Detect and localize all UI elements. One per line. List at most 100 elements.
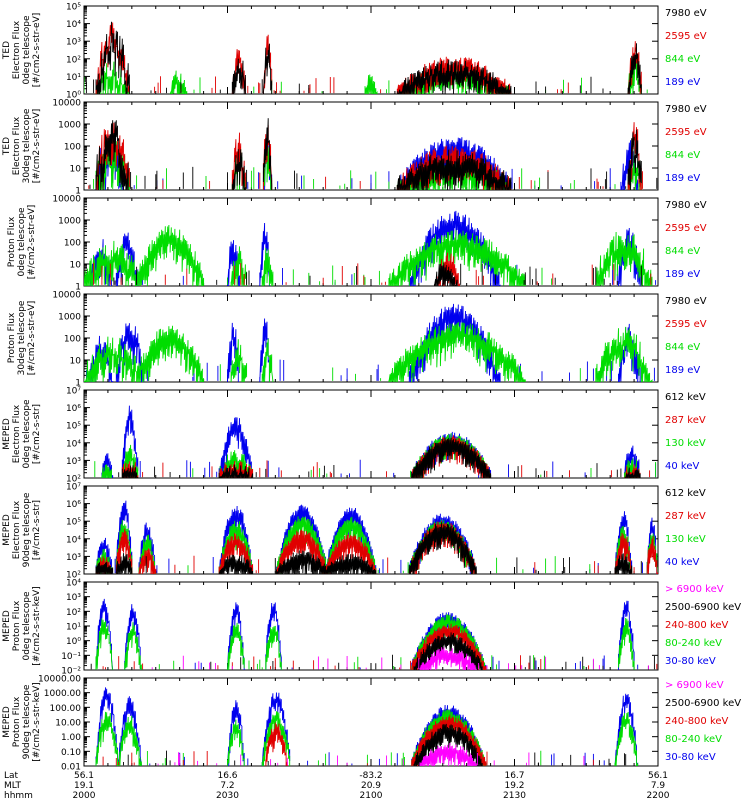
panel-5-ytick-label: 10² xyxy=(66,475,81,485)
x-tick-lat-label: 56.1 xyxy=(648,771,668,781)
panel-6-series-4 xyxy=(95,522,642,574)
panel-5-ytick-label: 10⁴ xyxy=(66,439,81,449)
panel-3-ytick-label: 1000 xyxy=(58,217,81,227)
x-tick-mlt-label: 7.2 xyxy=(220,781,234,791)
panel-5-legend-item: 40 keV xyxy=(665,461,699,472)
panel-4-legend-item: 844 eV xyxy=(665,342,700,353)
panel-4-ytick-label: 10000 xyxy=(52,291,81,301)
panel-4-ylabel: 30deg telescope xyxy=(17,300,27,375)
panel-6-ytick-label: 10³ xyxy=(66,553,81,563)
panel-8-ytick-label: 0.01 xyxy=(61,763,81,773)
panel-2-ytick-label: 1 xyxy=(75,187,81,197)
panel-1-ytick-label: 10⁵ xyxy=(66,3,81,13)
panel-4-ytick-label: 1 xyxy=(75,379,81,389)
panel-6-ylabel: 90deg telescope xyxy=(22,492,32,567)
panel-6-ytick-label: 10⁵ xyxy=(66,518,81,528)
panel-1-ylabel: 0deg telescope xyxy=(22,15,32,85)
panel-1-ytick-label: 10² xyxy=(66,55,81,65)
panel-7-ytick-label: 10⁴ xyxy=(66,579,81,589)
panel-5-legend-item: 612 keV xyxy=(665,392,706,403)
footer-label-lat: Lat xyxy=(4,771,19,781)
panel-2-legend-item: 7980 eV xyxy=(665,104,707,115)
panel-2-legend-item: 189 eV xyxy=(665,173,700,184)
panel-5-ylabel: [#/cm2-s-str] xyxy=(32,404,42,464)
panel-2-ytick-label: 10000 xyxy=(52,99,81,109)
panel-3-series-2 xyxy=(84,224,653,286)
panel-4-legend-item: 189 eV xyxy=(665,365,700,376)
footer-label-hhmm: hhmm xyxy=(4,791,33,800)
panel-7-ylabel: Proton Flux xyxy=(12,600,22,651)
panel-6-legend-item: 40 keV xyxy=(665,557,699,568)
panel-6-legend-item: 612 keV xyxy=(665,488,706,499)
panel-5-frame xyxy=(83,389,659,479)
x-tick-hhmm-label: 2130 xyxy=(503,791,526,800)
panel-6-ylabel: Electron Flux xyxy=(12,500,22,559)
panel-8-ylabel: Proton Flux xyxy=(12,696,22,747)
x-tick-lat-label: 16.6 xyxy=(217,771,237,781)
panel-8-ytick-label: 1000.00 xyxy=(44,689,81,699)
panel-1-ytick-label: 10⁰ xyxy=(66,91,81,101)
panel-1-legend-item: 7980 eV xyxy=(665,8,707,19)
panel-1-series-2 xyxy=(95,22,642,94)
panel-4-legend-item: 7980 eV xyxy=(665,296,707,307)
panel-7-series-5 xyxy=(151,647,649,670)
panel-2-series-3 xyxy=(88,122,643,190)
panel-3-legend-item: 7980 eV xyxy=(665,200,707,211)
panel-5-legend-item: 287 keV xyxy=(665,415,706,426)
panel-8-ytick-label: 10000.00 xyxy=(38,675,81,685)
panel-3-legend-item: 844 eV xyxy=(665,246,700,257)
panel-1-ytick-label: 10¹ xyxy=(66,73,81,83)
panel-5-series-1 xyxy=(101,405,657,478)
panel-7-ytick-label: 10⁰ xyxy=(66,637,81,647)
panel-6-ytick-label: 10² xyxy=(66,571,81,581)
panel-3-ylabel: Proton Flux xyxy=(7,216,17,267)
panel-3-series-1 xyxy=(89,210,657,286)
panel-6-ytick-label: 10⁴ xyxy=(66,535,81,545)
panel-7-series-2 xyxy=(95,614,635,670)
panel-6-series-2 xyxy=(95,516,658,574)
panel-8-ytick-label: 0.10 xyxy=(61,748,81,758)
panel-2-ylabel: 30deg telescope xyxy=(22,108,32,183)
panel-8-series-1 xyxy=(95,687,639,766)
panel-8-series-3 xyxy=(102,714,594,766)
panel-8-legend-item: 30-80 keV xyxy=(665,752,716,763)
panel-8-ytick-label: 100.00 xyxy=(50,704,82,714)
panel-6-series-1 xyxy=(95,500,658,574)
panel-8-ytick-label: 1.00 xyxy=(61,733,81,743)
panel-3-ytick-label: 10000 xyxy=(52,195,81,205)
panel-4-ytick-label: 10 xyxy=(70,357,82,367)
panel-7-ylabel: MEPED xyxy=(2,610,12,642)
panel-6-legend-item: 287 keV xyxy=(665,511,706,522)
panel-2-ylabel: TED xyxy=(2,137,12,156)
panel-7-frame xyxy=(83,581,659,671)
x-tick-mlt-label: 20.9 xyxy=(361,781,381,791)
panel-8-frame xyxy=(83,677,659,767)
x-tick-hhmm-label: 2030 xyxy=(216,791,239,800)
panel-5-ylabel: MEPED xyxy=(2,418,12,450)
x-tick-lat-label: -83.2 xyxy=(359,771,382,781)
panel-1-series-3 xyxy=(85,21,642,94)
panel-7-series-4 xyxy=(90,632,658,670)
panel-4-ytick-label: 100 xyxy=(64,335,81,345)
panel-1-legend-item: 844 eV xyxy=(665,54,700,65)
panel-5-ylabel: 0deg telescope xyxy=(22,399,32,469)
panel-4-ylabel: Proton Flux xyxy=(7,312,17,363)
panel-5-series-2 xyxy=(94,433,657,478)
x-tick-hhmm-label: 2100 xyxy=(360,791,383,800)
panel-3-ytick-label: 100 xyxy=(64,239,81,249)
footer-label-mlt: MLT xyxy=(4,781,22,791)
panel-6-ytick-label: 10⁷ xyxy=(66,483,81,493)
panel-5-series-4 xyxy=(118,437,641,478)
panel-8-series-2 xyxy=(95,709,639,766)
panel-2-legend-item: 844 eV xyxy=(665,150,700,161)
panel-1-ytick-label: 10³ xyxy=(66,38,81,48)
panel-4-legend-item: 2595 eV xyxy=(665,319,707,330)
panel-1-legend-item: 189 eV xyxy=(665,77,700,88)
panel-8-ytick-label: 10.00 xyxy=(55,719,81,729)
x-tick-hhmm-label: 2200 xyxy=(647,791,670,800)
panel-5-ytick-label: 10⁷ xyxy=(66,387,81,397)
panel-3-ytick-label: 10 xyxy=(70,261,82,271)
panel-7-ylabel: 0deg telescope xyxy=(22,591,32,661)
panel-2-series-2 xyxy=(93,141,642,190)
